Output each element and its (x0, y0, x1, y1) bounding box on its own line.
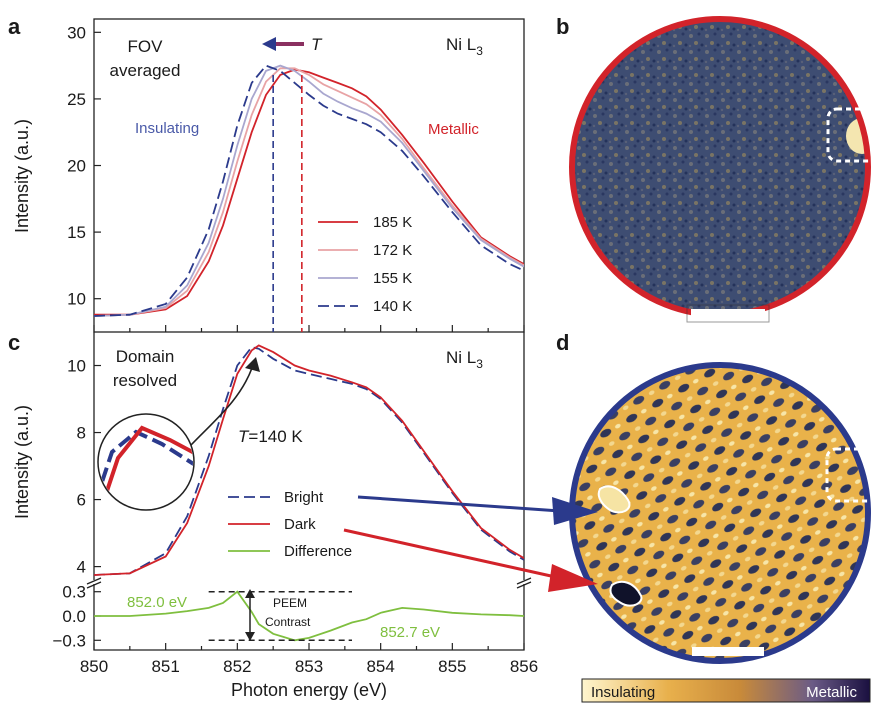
legend-label: Bright (284, 489, 324, 506)
difference-annotations: 852.0 eV 852.7 eV PEEM Contrast (127, 589, 440, 641)
panel-c-upper-plot (94, 344, 524, 576)
x-tick-label: 854 (366, 657, 394, 676)
y-tick-label-c-lower: −0.3 (52, 631, 86, 650)
metallic-label: Metallic (428, 121, 479, 138)
series-line-140k (94, 64, 524, 317)
peak-right-label: 852.7 eV (380, 624, 440, 641)
y-tick-label-c-lower: 0.0 (62, 607, 86, 626)
legend-label: 140 K (373, 298, 412, 315)
y-tick-label-a: 15 (67, 223, 86, 242)
x-tick-label: 852 (223, 657, 251, 676)
panel-a-ticks: 10 15 20 25 30 (67, 23, 525, 332)
panel-c-ylabel: Intensity (a.u.) (12, 405, 32, 519)
panel-c-xlabel: Photon energy (eV) (231, 680, 387, 700)
y-tick-label-a: 10 (67, 290, 86, 309)
panel-c-edge-label: Ni L3 (446, 348, 483, 371)
x-tick-label: 856 (510, 657, 538, 676)
series-line-difference (94, 590, 524, 642)
panel-c-legend: Bright Dark Difference (228, 489, 352, 560)
x-tick-label: 853 (295, 657, 323, 676)
axis-break-marks (86, 577, 532, 589)
panel-c-ticks: 4 6 8 10 0.3 0.0 −0.3 850 851 852 853 854 855 856 (52, 357, 538, 676)
peem-image-d (569, 362, 877, 664)
bright-pointer-arrow (357, 495, 598, 525)
colorbar-right-label: Metallic (806, 684, 857, 701)
y-tick-label-c: 10 (67, 357, 86, 376)
y-tick-label-c: 6 (77, 491, 86, 510)
panel-a-legend: 185 K 172 K 155 K 140 K (318, 214, 412, 315)
colorbar-left-label: Insulating (591, 684, 655, 701)
panel-c-lower-plot (94, 590, 524, 642)
legend-label: 172 K (373, 242, 412, 259)
peak-left-label: 852.0 eV (127, 594, 187, 611)
fov-label-line1: FOV (128, 37, 164, 56)
dark-pointer-arrow (343, 528, 598, 592)
panel-a-plot (94, 64, 524, 332)
x-tick-label: 851 (151, 657, 179, 676)
y-tick-label-c: 4 (77, 558, 86, 577)
series-line-155k (94, 64, 524, 317)
y-tick-label-c: 8 (77, 424, 86, 443)
y-tick-label-a: 25 (67, 90, 86, 109)
legend-label: Dark (284, 516, 316, 533)
series-line-172k (94, 67, 524, 317)
panel-label-a: a (8, 14, 21, 39)
panel-c-temperature: T=140 K (238, 427, 303, 446)
domain-label-line2: resolved (113, 371, 177, 390)
y-tick-label-c-lower: 0.3 (62, 583, 86, 602)
legend-label: Difference (284, 543, 352, 560)
panel-label-b: b (556, 14, 569, 39)
y-tick-label-a: 30 (67, 23, 86, 42)
legend-label: 155 K (373, 270, 412, 287)
colorbar: Insulating Metallic (581, 678, 871, 703)
peem-image-b (569, 16, 877, 323)
domain-label-line1: Domain (116, 347, 175, 366)
panel-label-c: c (8, 330, 20, 355)
zoom-connector (190, 367, 253, 446)
x-tick-label: 855 (438, 657, 466, 676)
peem-label-line1: PEEM (273, 596, 307, 610)
x-tick-label: 850 (80, 657, 108, 676)
peem-contrast-arrow (245, 589, 255, 641)
zoom-connector-head (245, 357, 260, 372)
panel-a-ylabel: Intensity (a.u.) (12, 119, 32, 233)
panel-label-d: d (556, 330, 569, 355)
zoom-inset (97, 413, 195, 511)
fov-label-line2: averaged (110, 61, 181, 80)
y-tick-label-a: 20 (67, 157, 86, 176)
legend-label: 185 K (373, 214, 412, 231)
panel-a-edge-label: Ni L3 (446, 35, 483, 58)
series-line-185k (94, 68, 524, 316)
insulating-label: Insulating (135, 120, 199, 137)
temperature-arrow-label: T (311, 35, 323, 54)
temperature-arrow (262, 37, 304, 51)
series-line-dark (94, 344, 524, 576)
series-line-bright (94, 346, 524, 576)
peem-label-line2: Contrast (265, 615, 311, 629)
